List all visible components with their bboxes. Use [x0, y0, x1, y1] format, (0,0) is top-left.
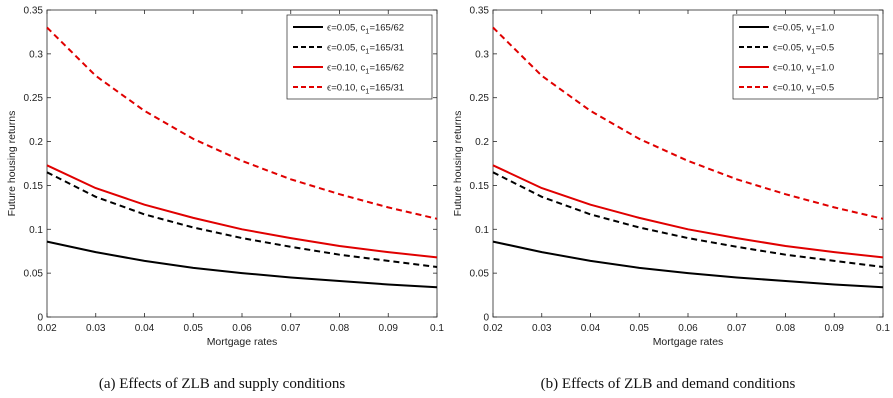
legend-entry-label: ϵ=0.10, c1=165/31	[327, 83, 404, 96]
x-tick-label: 0.06	[678, 323, 698, 334]
legend-entry-label: ϵ=0.05, c1=165/62	[327, 23, 404, 36]
x-tick-label: 0.05	[184, 323, 204, 334]
y-tick-label: 0.25	[24, 93, 44, 104]
y-axis-label: Future housing returns	[452, 111, 464, 217]
series-line-4	[492, 26, 884, 220]
x-tick-label: 0.08	[330, 323, 350, 334]
x-tick-label: 0.04	[135, 323, 155, 334]
series-line-3	[492, 164, 884, 259]
x-tick-label: 0.04	[581, 323, 601, 334]
panel-caption: (a) Effects of ZLB and supply conditions	[99, 376, 345, 392]
y-tick-label: 0.35	[24, 6, 44, 17]
x-tick-label: 0.09	[379, 323, 399, 334]
x-tick-label: 0.02	[483, 323, 503, 334]
x-tick-label: 0.1	[430, 323, 444, 334]
series-line-4	[46, 26, 438, 220]
y-tick-label: 0	[37, 313, 43, 324]
y-tick-label: 0.2	[475, 137, 489, 148]
y-tick-label: 0.3	[29, 49, 43, 60]
x-tick-label: 0.06	[232, 323, 252, 334]
x-tick-label: 0.03	[86, 323, 106, 334]
series-line-1	[492, 240, 884, 289]
y-tick-label: 0.15	[470, 181, 490, 192]
x-axis-label: Mortgage rates	[653, 336, 724, 348]
x-tick-label: 0.03	[532, 323, 552, 334]
series-line-3	[46, 164, 438, 259]
legend-entry-label: ϵ=0.10, v1=0.5	[773, 83, 834, 96]
legend-entry-label: ϵ=0.05, v1=1.0	[773, 23, 834, 36]
chart-panel-a: 0.02 0.03 0.04 0.05 0.06 0.07 0.08 0.09 0.1 0 0.05…	[6, 6, 444, 393]
panel-caption: (b) Effects of ZLB and demand conditions	[541, 376, 796, 392]
legend-box	[732, 14, 879, 100]
x-tick-label: 0.05	[630, 323, 650, 334]
legend-entry-label: ϵ=0.10, v1=1.0	[773, 63, 834, 76]
series-line-1	[46, 240, 438, 289]
y-axis-label: Future housing returns	[6, 111, 18, 217]
y-tick-label: 0.1	[475, 225, 489, 236]
legend-entry-label: ϵ=0.05, v1=0.5	[773, 43, 834, 56]
y-tick-label: 0.15	[24, 181, 44, 192]
x-tick-label: 0.08	[776, 323, 796, 334]
y-tick-label: 0.05	[24, 269, 44, 280]
x-tick-label: 0.09	[825, 323, 845, 334]
chart-panel-b: 0.02 0.03 0.04 0.05 0.06 0.07 0.08 0.09 0.1 0 0.05…	[452, 6, 890, 393]
x-tick-label: 0.1	[876, 323, 890, 334]
x-tick-label: 0.07	[727, 323, 747, 334]
series-line-2	[492, 171, 884, 268]
y-tick-label: 0.05	[470, 269, 490, 280]
y-tick-label: 0.2	[29, 137, 43, 148]
y-tick-label: 0	[483, 313, 489, 324]
x-axis-label: Mortgage rates	[207, 336, 278, 348]
legend-entry-label: ϵ=0.10, c1=165/62	[327, 63, 404, 76]
legend-box	[286, 14, 433, 100]
legend-entry-label: ϵ=0.05, c1=165/31	[327, 43, 404, 56]
x-tick-label: 0.02	[37, 323, 57, 334]
series-line-2	[46, 171, 438, 268]
y-tick-label: 0.1	[29, 225, 43, 236]
x-tick-label: 0.07	[281, 323, 301, 334]
y-tick-label: 0.35	[470, 6, 490, 17]
y-tick-label: 0.25	[470, 93, 490, 104]
y-tick-label: 0.3	[475, 49, 489, 60]
